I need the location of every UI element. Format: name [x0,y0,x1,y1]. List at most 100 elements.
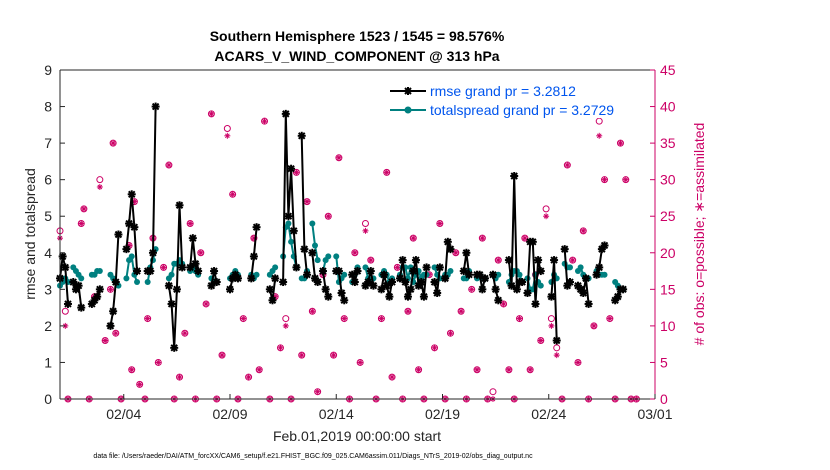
totalspread-point [516,271,523,278]
rmse-point [523,288,532,297]
totalspread-point [567,264,573,271]
rmse-point [93,292,102,301]
legend-totalspread-marker [404,106,412,114]
rmse-point [207,281,216,290]
rmse-point [380,270,389,279]
rmse-point [252,223,261,232]
rmse-point [528,237,537,246]
chart-title-line2: ACARS_V_WIND_COMPONENT @ 313 hPa [214,48,499,64]
y-axis-label: rmse and totalspread [22,168,38,300]
y-tick-label: 2 [44,318,52,334]
totalspread-point [123,275,130,282]
y-right-tick-label: 30 [660,172,676,188]
totalspread-point [495,271,502,278]
obs-assimilated-point [415,366,422,373]
obs-assimilated-point [298,352,305,359]
obs-assimilated-point [389,374,396,381]
obs-assimilated-point [293,169,300,176]
obs-assimilated-point [102,337,109,344]
y-tick-label: 5 [44,208,52,224]
x-tick-label: 02/19 [425,406,460,422]
y-right-tick-label: 0 [660,391,668,407]
obs-assimilated-point [160,264,167,271]
rmse-point [170,343,179,352]
rmse-point [69,278,78,287]
y-right-tick-label: 35 [660,135,676,151]
totalspread-point [309,220,316,227]
obs-assimilated-point [314,388,321,395]
rmse-point [369,281,378,290]
rmse-point [122,245,131,254]
y-right-tick-label: 40 [660,99,676,115]
obs-assimilated-point [197,249,204,256]
obs-possible-point [282,315,290,323]
x-tick-label: 02/14 [319,406,354,422]
rmse-point [531,299,540,308]
rmse-point [504,256,513,265]
rmse-point [446,245,455,254]
legend-totalspread-label: totalspread grand pr = 3.2729 [430,102,614,118]
rmse-point [279,278,288,287]
obs-assimilated-point [479,235,486,242]
y-right-tick-label: 20 [660,245,676,261]
rmse-point [164,281,173,290]
obs-assimilated-point [394,264,401,271]
obs-assimilated-point [136,381,143,388]
obs-assimilated-point [330,352,337,359]
totalspread-point [333,253,340,260]
totalspread-point [253,271,260,278]
obs-assimilated-point [219,352,226,359]
x-tick-label: 02/24 [531,406,566,422]
rmse-point [281,109,290,118]
rmse-point [422,263,431,272]
rmse-point [95,285,104,294]
rmse-point [406,285,415,294]
obs-assimilated-point [203,300,210,307]
rmse-point [619,285,628,294]
obs-assimilated-point [229,191,236,198]
rmse-point [459,267,468,276]
obs-possible-point [547,315,555,323]
rmse-point [340,296,349,305]
rmse-point [337,288,346,297]
x-tick-label: 02/04 [106,406,141,422]
rmse-point [385,292,394,301]
totalspread-point [447,268,454,275]
obs-assimilated-point [436,220,443,227]
footer-data-file: data file: /Users/raeder/DAI/ATM_forcXX/… [93,453,533,460]
y-tick-label: 4 [44,245,52,261]
rmse-point [178,263,187,272]
rmse-point [151,102,160,111]
obs-assimilated-point [181,330,188,337]
rmse-point [233,274,242,283]
rmse-point [175,201,184,210]
totalspread-point [325,253,332,260]
totalspread-point [601,271,608,278]
y-right-tick-label: 5 [660,354,668,370]
rmse-point [462,248,471,257]
obs-assimilated-point [452,249,459,256]
obs-assimilated-point [362,227,369,234]
obs-assimilated-point [155,359,162,366]
rmse-point [550,256,559,265]
rmse-point [566,278,574,287]
totalspread-point [288,238,295,245]
rmse-point [74,281,83,290]
y-tick-label: 3 [44,281,52,297]
y-tick-label: 9 [44,62,52,78]
rmse-point [366,267,375,276]
rmse-point [518,278,527,287]
totalspread-point [144,279,151,286]
obs-assimilated-point [96,183,103,190]
obs-assimilated-point [110,140,117,147]
obs-possible-point [61,307,69,315]
rmse-point [265,285,274,294]
obs-assimilated-point [431,344,438,351]
obs-assimilated-point [309,308,316,315]
rmse-point [348,270,357,279]
rmse-point [287,164,296,173]
totalspread-point [128,253,135,260]
rmse-point [443,237,452,246]
rmse-point [194,267,203,276]
